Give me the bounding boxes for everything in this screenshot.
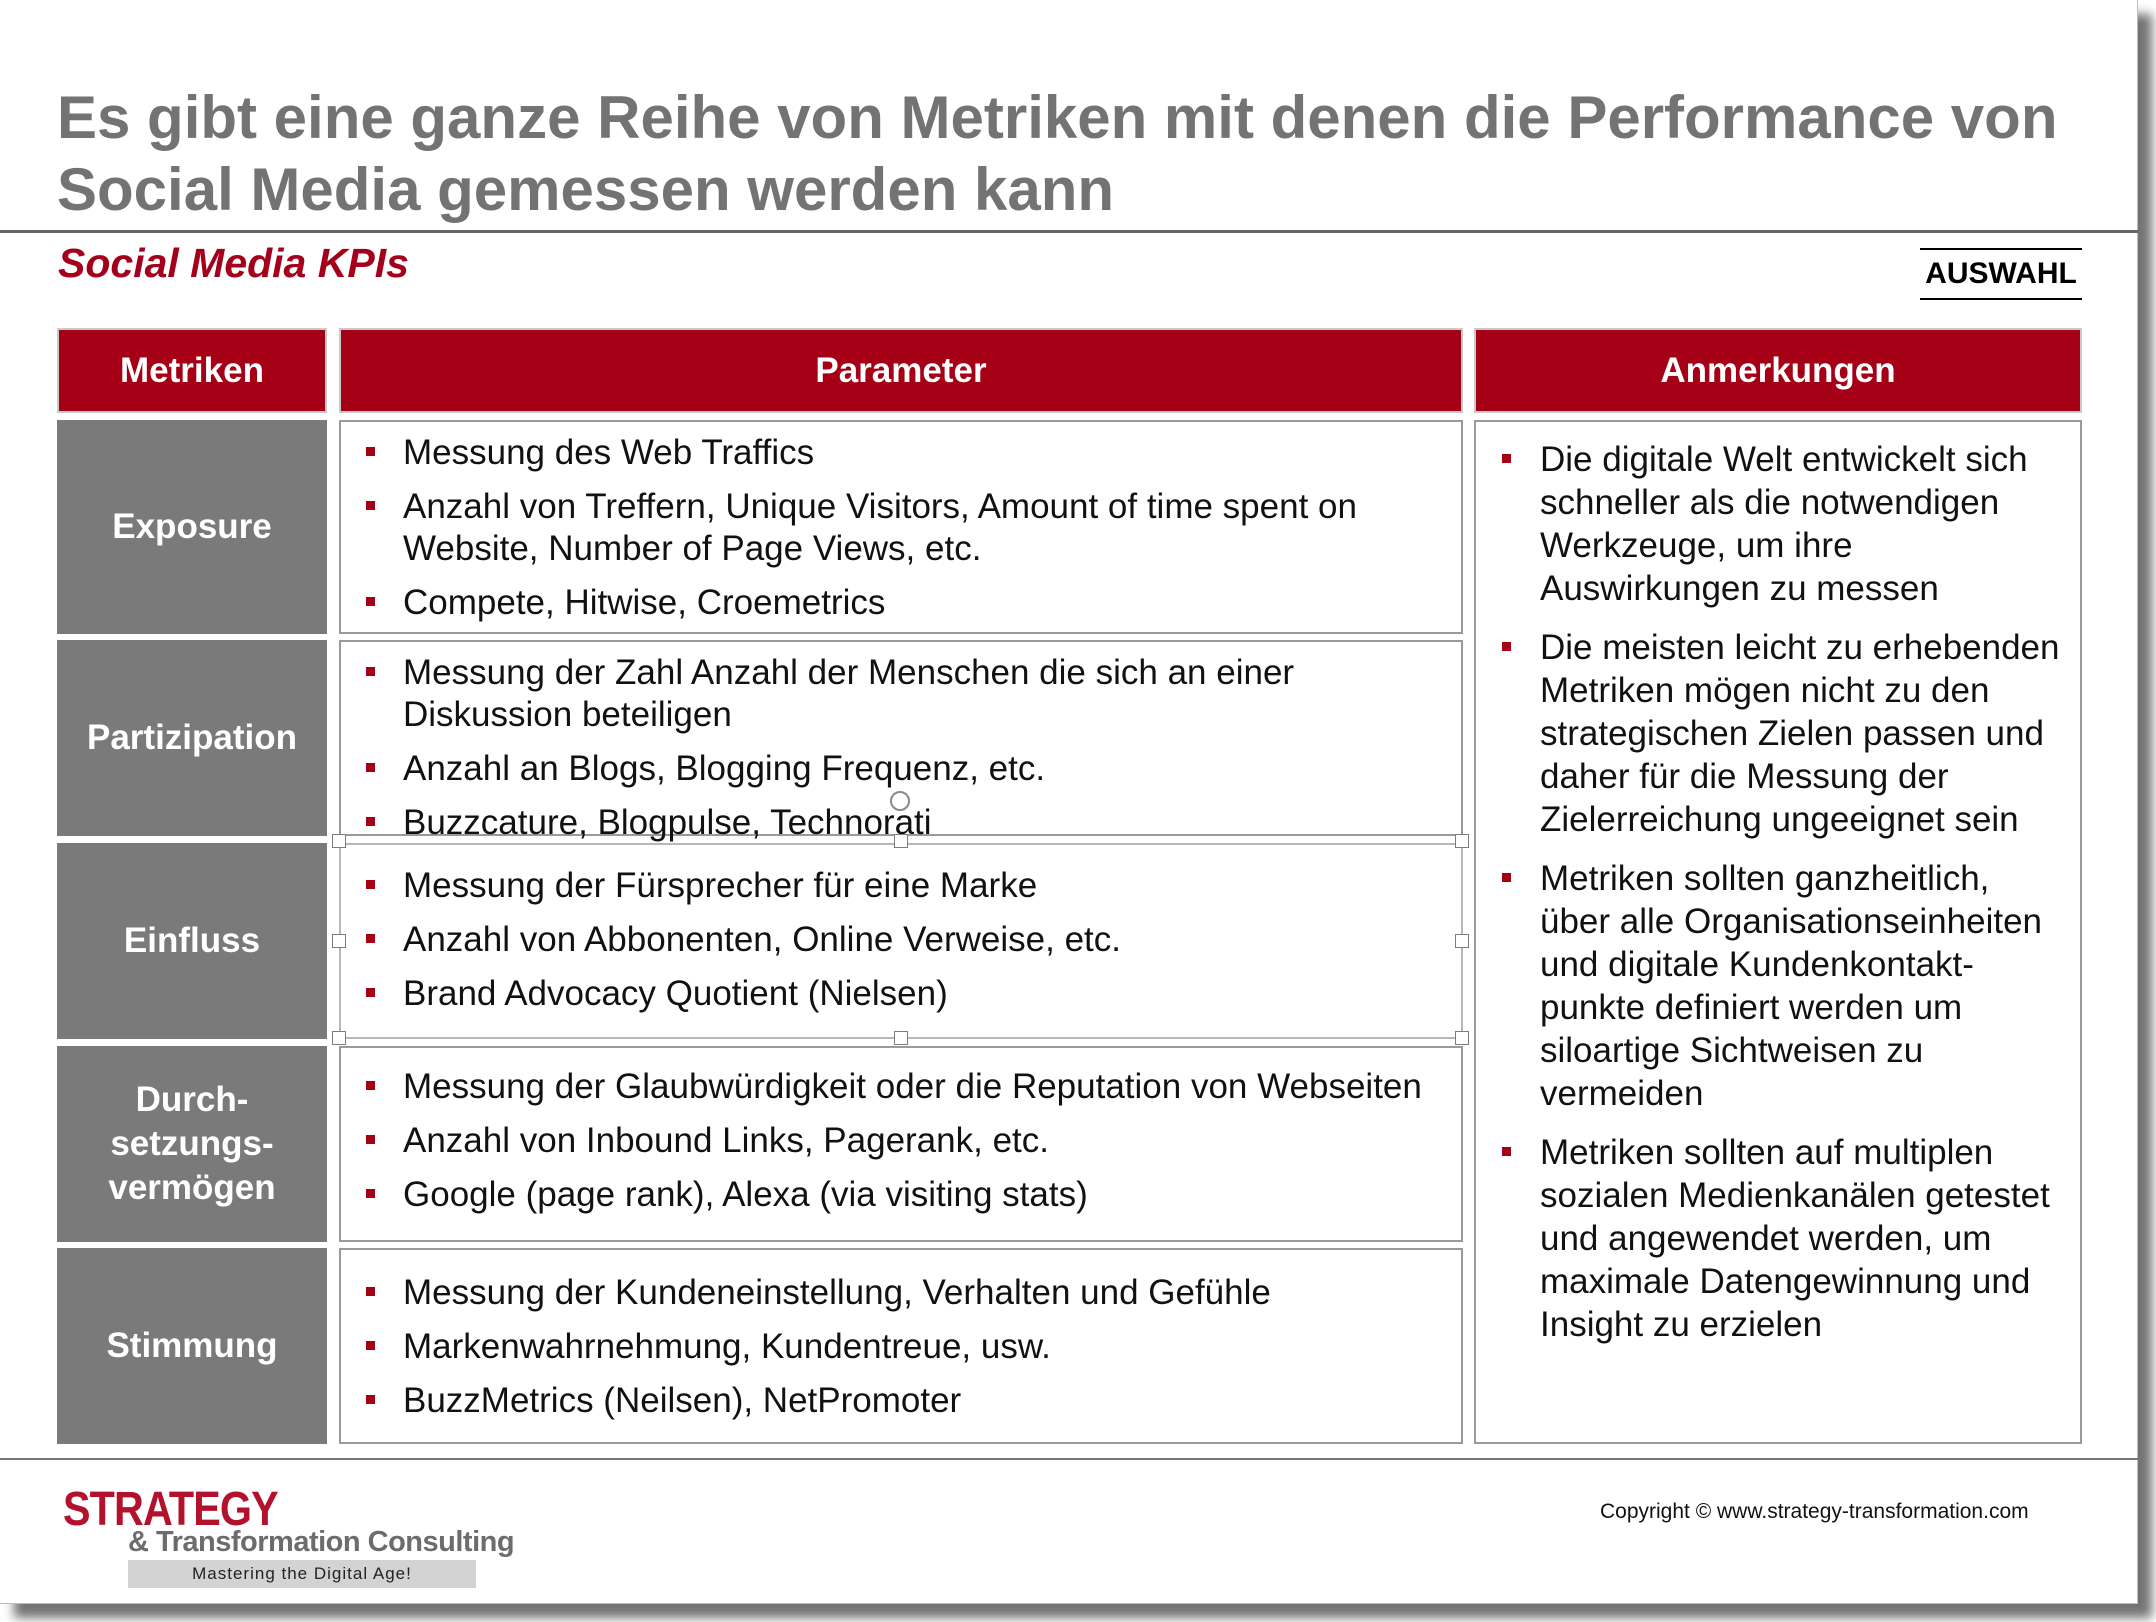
footer-divider	[0, 1458, 2138, 1460]
resize-handle-top-left[interactable]	[332, 834, 346, 848]
list-item: Markenwahrnehmung, Kundentreue, usw.	[361, 1326, 1441, 1368]
parameter-box-einfluss[interactable]: Messung der Fürsprecher für eine Marke A…	[339, 843, 1463, 1039]
list-item: Messung der Fürsprecher für eine Marke	[361, 865, 1441, 907]
list-item: Compete, Hitwise, Croemetrics	[361, 582, 1441, 624]
resize-handle-top[interactable]	[894, 834, 908, 848]
list-item: Messung des Web Traffics	[361, 432, 1441, 474]
selection-badge: AUSWAHL	[1920, 248, 2082, 300]
metric-durchsetzungsvermoegen: Durch- setzungs- vermögen	[57, 1046, 327, 1242]
header-notes: Anmerkungen	[1474, 328, 2082, 413]
company-logo: STRATEGY	[63, 1483, 279, 1536]
list-item: Die digitale Welt entwickelt sich schnel…	[1498, 438, 2062, 610]
company-tagline: Mastering the Digital Age!	[128, 1560, 476, 1588]
page-title: Es gibt eine ganze Reihe von Metriken mi…	[57, 84, 2058, 223]
copyright-notice: Copyright © www.strategy-transformation.…	[1600, 1500, 2029, 1523]
list-item: Metriken sollten ganzheitlich, über alle…	[1498, 857, 2062, 1115]
section-subtitle: Social Media KPIs	[58, 240, 409, 286]
list-item: Anzahl an Blogs, Blogging Frequenz, etc.	[361, 748, 1441, 790]
list-item: Brand Advocacy Quotient (Nielsen)	[361, 973, 1441, 1015]
list-item: Anzahl von Treffern, Unique Visitors, Am…	[361, 486, 1441, 570]
list-item: Google (page rank), Alexa (via visiting …	[361, 1174, 1441, 1216]
resize-handle-right[interactable]	[1455, 934, 1469, 948]
notes-box: Die digitale Welt entwickelt sich schnel…	[1474, 420, 2082, 1444]
parameter-box-partizipation: Messung der Zahl Anzahl der Menschen die…	[339, 640, 1463, 842]
rotate-handle-icon[interactable]	[890, 791, 910, 811]
resize-handle-top-right[interactable]	[1455, 834, 1469, 848]
parameter-box-durchsetzungsvermoegen: Messung der Glaubwürdigkeit oder die Rep…	[339, 1046, 1463, 1242]
metric-partizipation: Partizipation	[57, 640, 327, 836]
list-item: Messung der Kundeneinstellung, Verhalten…	[361, 1272, 1441, 1314]
list-item: Die meisten leicht zu erhebenden Metrike…	[1498, 626, 2062, 841]
resize-handle-left[interactable]	[332, 934, 346, 948]
parameter-box-exposure: Messung des Web Traffics Anzahl von Tref…	[339, 420, 1463, 634]
list-item: Anzahl von Abbonenten, Online Verweise, …	[361, 919, 1441, 961]
header-parameters: Parameter	[339, 328, 1463, 413]
list-item: Messung der Zahl Anzahl der Menschen die…	[361, 652, 1441, 736]
header-metrics: Metriken	[57, 328, 327, 413]
list-item: Buzzcature, Blogpulse, Technorati	[361, 802, 1441, 844]
resize-handle-bottom-left[interactable]	[332, 1031, 346, 1045]
metric-exposure: Exposure	[57, 420, 327, 634]
resize-handle-bottom-right[interactable]	[1455, 1031, 1469, 1045]
metric-stimmung: Stimmung	[57, 1248, 327, 1444]
metric-einfluss: Einfluss	[57, 843, 327, 1039]
resize-handle-bottom[interactable]	[894, 1031, 908, 1045]
list-item: BuzzMetrics (Neilsen), NetPromoter	[361, 1380, 1441, 1422]
title-divider	[0, 230, 2138, 233]
parameter-box-stimmung: Messung der Kundeneinstellung, Verhalten…	[339, 1248, 1463, 1444]
list-item: Messung der Glaubwürdigkeit oder die Rep…	[361, 1066, 1441, 1108]
company-logo-subtitle: & Transformation Consulting	[128, 1526, 515, 1558]
list-item: Anzahl von Inbound Links, Pagerank, etc.	[361, 1120, 1441, 1162]
list-item: Metriken sollten auf multiplen sozialen …	[1498, 1131, 2062, 1346]
